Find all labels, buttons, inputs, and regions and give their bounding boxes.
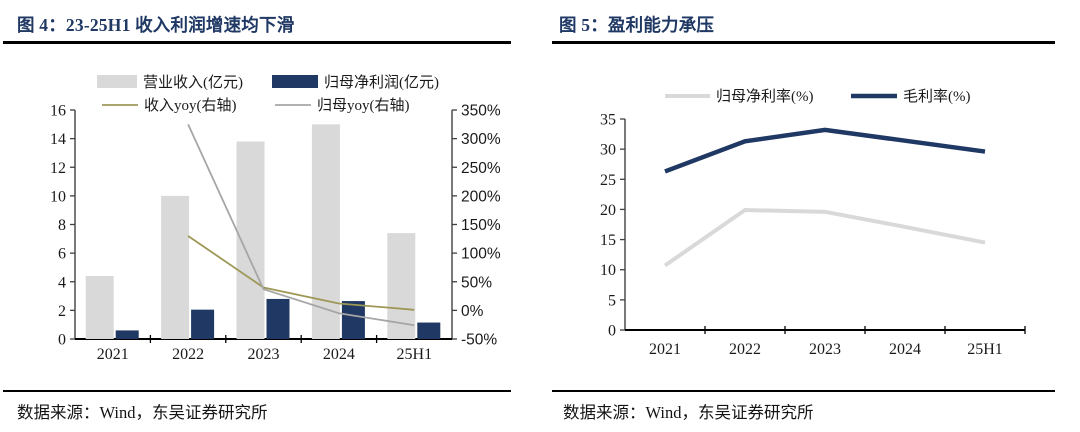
svg-text:收入yoy(右轴): 收入yoy(右轴) [144, 97, 237, 114]
svg-text:归母净利率(%): 归母净利率(%) [716, 88, 814, 105]
figure5-lines [663, 127, 986, 267]
svg-text:6: 6 [58, 245, 66, 262]
svg-text:25H1: 25H1 [967, 341, 1003, 358]
figure5-panel: 图 5：盈利能力承压 归母净利率(%) 毛利率(%) 0 5 10 15 20 25 30 35 2… [552, 8, 1055, 423]
svg-text:150%: 150% [461, 217, 501, 234]
svg-text:2024: 2024 [889, 341, 921, 358]
figure5-title-rule [552, 41, 1055, 44]
svg-text:8: 8 [58, 217, 66, 234]
svg-text:0%: 0% [461, 302, 484, 319]
svg-text:4: 4 [58, 274, 66, 291]
svg-text:15: 15 [600, 232, 616, 249]
figure4-title-rule [3, 41, 511, 44]
svg-text:20: 20 [600, 201, 616, 218]
svg-text:300%: 300% [461, 131, 501, 148]
svg-text:35: 35 [600, 111, 616, 128]
svg-text:250%: 250% [461, 159, 501, 176]
svg-text:25: 25 [600, 171, 616, 188]
svg-text:2023: 2023 [809, 341, 841, 358]
svg-text:2021: 2021 [97, 346, 129, 363]
svg-text:营业收入(亿元): 营业收入(亿元) [143, 74, 243, 91]
figure5-footer-rule [552, 389, 1055, 392]
svg-text:5: 5 [608, 292, 616, 309]
svg-text:0: 0 [58, 331, 66, 348]
svg-text:12: 12 [50, 159, 66, 176]
figure4-title: 图 4：23-25H1 收入利润增速均下滑 [17, 15, 295, 35]
figure4-panel: 图 4：23-25H1 收入利润增速均下滑 营业收入(亿元) 归母净利润(亿元) 收… [3, 8, 511, 423]
figure5-x-labels: 2021 2022 2023 2024 25H1 [649, 341, 1003, 358]
figure4-footer-rule [3, 389, 511, 392]
svg-text:10: 10 [600, 262, 616, 279]
figure5-axes: 0 5 10 15 20 25 30 35 [600, 111, 1026, 339]
svg-text:200%: 200% [461, 188, 501, 205]
figure4-bars [85, 123, 441, 339]
svg-text:14: 14 [50, 131, 66, 148]
svg-text:16: 16 [50, 102, 66, 119]
svg-text:2022: 2022 [172, 346, 204, 363]
svg-text:0: 0 [608, 322, 616, 339]
figure4-yoy-lines [187, 123, 415, 326]
svg-text:2023: 2023 [248, 346, 280, 363]
svg-text:归母yoy(右轴): 归母yoy(右轴) [317, 97, 410, 114]
svg-text:25H1: 25H1 [397, 346, 433, 363]
figure4-x-labels: 2021 2022 2023 2024 25H1 [97, 346, 432, 363]
svg-text:100%: 100% [461, 245, 501, 262]
svg-text:2024: 2024 [323, 346, 355, 363]
svg-text:-50%: -50% [461, 331, 497, 348]
svg-text:30: 30 [600, 141, 616, 158]
figure4-legend: 营业收入(亿元) 归母净利润(亿元) 收入yoy(右轴) 归母yoy(右轴) [97, 74, 439, 114]
figure4-chart: 营业收入(亿元) 归母净利润(亿元) 收入yoy(右轴) 归母yoy(右轴) 0 2 4 6 8… [50, 74, 501, 363]
figure5-chart: 归母净利率(%) 毛利率(%) 0 5 10 15 20 25 30 35 2021 2022 2023… [600, 88, 1026, 358]
figure4-source: 数据来源：Wind，东吴证券研究所 [17, 403, 268, 422]
svg-text:350%: 350% [461, 102, 501, 119]
figure5-legend: 归母净利率(%) 毛利率(%) [665, 88, 971, 105]
svg-text:50%: 50% [461, 274, 492, 291]
svg-text:归母净利润(亿元): 归母净利润(亿元) [324, 74, 439, 91]
figure5-source: 数据来源：Wind，东吴证券研究所 [563, 403, 814, 422]
svg-text:2022: 2022 [729, 341, 761, 358]
svg-text:10: 10 [50, 188, 66, 205]
svg-text:2021: 2021 [649, 341, 681, 358]
figure5-title: 图 5：盈利能力承压 [559, 15, 715, 35]
svg-text:2: 2 [58, 302, 66, 319]
svg-text:毛利率(%): 毛利率(%) [903, 88, 971, 105]
